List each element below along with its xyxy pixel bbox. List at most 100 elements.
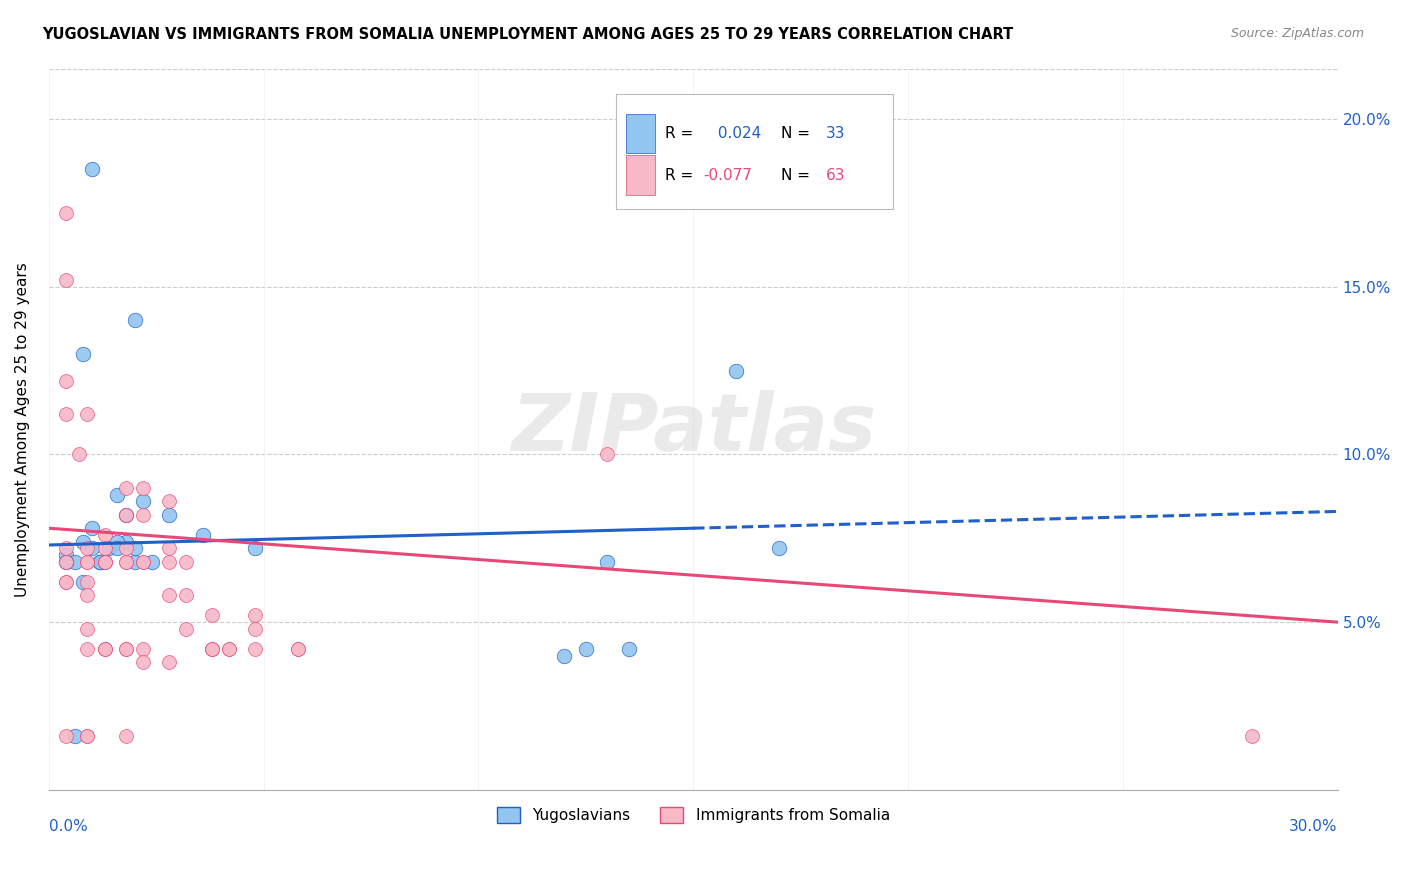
Point — [76, 407, 98, 421]
Point — [287, 642, 309, 657]
Point — [80, 521, 103, 535]
Point — [115, 508, 138, 522]
Point — [93, 555, 115, 569]
FancyBboxPatch shape — [626, 155, 655, 195]
Point — [80, 541, 103, 556]
Text: 63: 63 — [827, 168, 845, 183]
Point — [55, 206, 77, 220]
Text: -0.077: -0.077 — [703, 168, 752, 183]
Point — [174, 622, 197, 636]
Point — [107, 534, 129, 549]
Point — [193, 528, 215, 542]
Point — [76, 622, 98, 636]
Point — [107, 541, 129, 556]
Text: 30.0%: 30.0% — [1289, 819, 1337, 834]
Point — [768, 541, 790, 556]
Point — [72, 574, 94, 589]
Point — [596, 447, 619, 461]
Point — [157, 541, 180, 556]
Point — [76, 729, 98, 743]
Point — [157, 656, 180, 670]
Text: N =: N = — [780, 168, 815, 183]
FancyBboxPatch shape — [616, 94, 893, 210]
Point — [725, 363, 748, 377]
Text: YUGOSLAVIAN VS IMMIGRANTS FROM SOMALIA UNEMPLOYMENT AMONG AGES 25 TO 29 YEARS CO: YUGOSLAVIAN VS IMMIGRANTS FROM SOMALIA U… — [42, 27, 1014, 42]
Legend: Yugoslavians, Immigrants from Somalia: Yugoslavians, Immigrants from Somalia — [491, 801, 896, 830]
Point — [76, 541, 98, 556]
Point — [243, 642, 266, 657]
Point — [67, 447, 90, 461]
Point — [132, 508, 155, 522]
Point — [89, 555, 111, 569]
Point — [174, 555, 197, 569]
Point — [124, 555, 146, 569]
Point — [132, 555, 155, 569]
Point — [132, 555, 155, 569]
Point — [76, 574, 98, 589]
Point — [89, 555, 111, 569]
Point — [55, 407, 77, 421]
Point — [124, 541, 146, 556]
Point — [55, 729, 77, 743]
Point — [72, 534, 94, 549]
Text: 33: 33 — [827, 126, 845, 141]
Text: 0.0%: 0.0% — [49, 819, 87, 834]
Point — [1240, 729, 1263, 743]
Point — [132, 656, 155, 670]
Text: 0.024: 0.024 — [713, 126, 761, 141]
Point — [115, 555, 138, 569]
Point — [93, 541, 115, 556]
Text: Source: ZipAtlas.com: Source: ZipAtlas.com — [1230, 27, 1364, 40]
Point — [201, 608, 224, 623]
Point — [55, 541, 77, 556]
Point — [76, 642, 98, 657]
Point — [93, 642, 115, 657]
Point — [174, 588, 197, 602]
Point — [243, 622, 266, 636]
Point — [124, 313, 146, 327]
Point — [76, 555, 98, 569]
Point — [93, 528, 115, 542]
Point — [72, 347, 94, 361]
Y-axis label: Unemployment Among Ages 25 to 29 years: Unemployment Among Ages 25 to 29 years — [15, 262, 30, 597]
Point — [63, 555, 86, 569]
Point — [115, 534, 138, 549]
Point — [157, 494, 180, 508]
Point — [97, 541, 120, 556]
Point — [115, 729, 138, 743]
Point — [55, 574, 77, 589]
Point — [553, 648, 575, 663]
Point — [132, 481, 155, 495]
Text: ZIPatlas: ZIPatlas — [510, 390, 876, 468]
Point — [55, 555, 77, 569]
Point — [55, 574, 77, 589]
Text: N =: N = — [780, 126, 815, 141]
Point — [63, 729, 86, 743]
Point — [93, 642, 115, 657]
Point — [93, 555, 115, 569]
Point — [76, 588, 98, 602]
Point — [93, 555, 115, 569]
Point — [132, 642, 155, 657]
Point — [575, 642, 598, 657]
Point — [141, 555, 163, 569]
Text: R =: R = — [665, 168, 697, 183]
Point — [157, 555, 180, 569]
Point — [115, 642, 138, 657]
Point — [218, 642, 240, 657]
Point — [617, 642, 640, 657]
Point — [115, 642, 138, 657]
Point — [157, 508, 180, 522]
Point — [218, 642, 240, 657]
Point — [55, 374, 77, 388]
Point — [115, 555, 138, 569]
Point — [115, 508, 138, 522]
Point — [55, 555, 77, 569]
Point — [76, 729, 98, 743]
Point — [243, 541, 266, 556]
Point — [157, 588, 180, 602]
Point — [93, 642, 115, 657]
Point — [107, 488, 129, 502]
Point — [201, 642, 224, 657]
Point — [80, 162, 103, 177]
